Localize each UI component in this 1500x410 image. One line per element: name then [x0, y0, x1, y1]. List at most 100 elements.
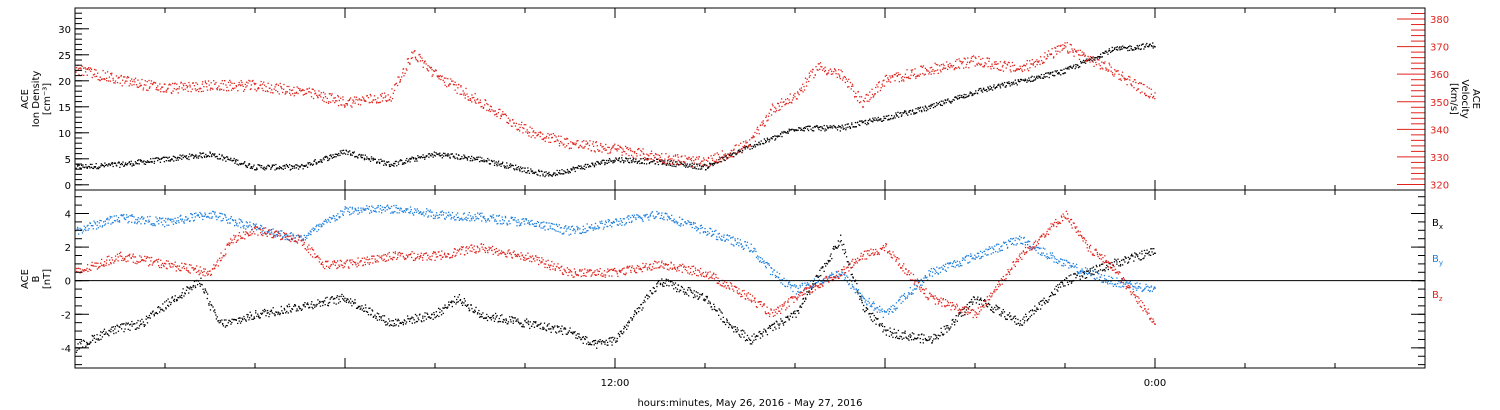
data-point	[792, 97, 794, 99]
data-point	[689, 287, 691, 289]
data-point	[1084, 277, 1086, 279]
data-point	[218, 153, 221, 156]
data-point	[502, 321, 504, 323]
data-point	[687, 286, 690, 289]
data-point	[168, 224, 170, 226]
data-point	[826, 263, 829, 265]
data-point	[245, 228, 247, 230]
data-point	[942, 68, 944, 70]
data-point	[834, 68, 836, 71]
data-point	[566, 137, 568, 140]
data-point	[809, 293, 811, 295]
data-point	[423, 62, 425, 64]
data-point	[142, 321, 145, 323]
data-point	[995, 61, 997, 63]
data-point	[673, 159, 675, 161]
data-point	[357, 99, 359, 101]
data-point	[666, 161, 669, 163]
data-point	[941, 333, 944, 335]
data-point	[671, 158, 673, 160]
data-point	[466, 93, 468, 95]
data-point	[957, 66, 960, 68]
data-point	[199, 285, 201, 287]
data-point	[733, 156, 735, 158]
data-point	[646, 153, 648, 155]
data-point	[621, 333, 624, 335]
data-point	[806, 128, 809, 130]
data-point	[427, 153, 430, 155]
data-point	[449, 157, 451, 159]
data-point	[581, 166, 583, 169]
data-point	[130, 78, 133, 80]
data-point	[577, 333, 579, 335]
data-point	[949, 327, 951, 330]
data-point	[714, 309, 717, 311]
data-point	[271, 165, 273, 168]
data-point	[409, 62, 411, 64]
data-point	[344, 105, 346, 107]
data-point	[199, 282, 201, 285]
data-point	[93, 166, 95, 168]
data-point	[1091, 57, 1093, 60]
data-point	[233, 318, 235, 321]
data-point	[940, 100, 942, 102]
data-point	[249, 167, 252, 169]
data-point	[841, 124, 843, 126]
data-point	[383, 319, 385, 322]
data-point	[383, 160, 385, 162]
data-point	[1095, 61, 1097, 64]
data-point	[925, 68, 928, 71]
data-point	[160, 88, 162, 90]
data-point	[1114, 73, 1116, 75]
data-point	[307, 91, 310, 93]
data-point	[82, 164, 84, 166]
data-point	[575, 334, 577, 336]
data-point	[1121, 75, 1124, 77]
data-point	[676, 290, 678, 293]
data-point	[742, 146, 744, 148]
data-point	[233, 82, 235, 85]
data-point	[804, 77, 807, 79]
data-point	[608, 146, 610, 149]
data-point	[847, 86, 849, 88]
data-point	[565, 138, 567, 140]
data-point	[374, 314, 376, 316]
data-point	[208, 84, 210, 86]
data-point	[92, 167, 95, 170]
data-point	[290, 94, 292, 96]
data-point	[1123, 77, 1125, 79]
data-point	[741, 329, 744, 331]
data-point	[721, 156, 723, 159]
data-point	[302, 88, 304, 91]
data-point	[165, 308, 167, 310]
data-point	[1038, 302, 1040, 304]
data-point	[444, 152, 446, 155]
data-point	[419, 157, 422, 159]
data-point	[612, 162, 614, 164]
data-point	[393, 322, 396, 325]
data-point	[1148, 87, 1150, 89]
data-point	[102, 330, 105, 332]
data-point	[492, 314, 495, 316]
data-point	[378, 101, 380, 104]
data-point	[642, 152, 645, 155]
data-point	[214, 156, 216, 158]
data-point	[295, 235, 298, 237]
data-point	[366, 311, 369, 313]
data-point	[209, 309, 212, 311]
data-point	[108, 76, 111, 78]
data-point	[187, 90, 189, 93]
data-point	[1061, 49, 1063, 51]
data-point	[297, 87, 300, 89]
data-point	[726, 319, 728, 322]
data-point	[323, 100, 325, 103]
data-point	[220, 220, 222, 222]
data-point	[1124, 261, 1126, 263]
data-point	[583, 338, 586, 340]
data-point	[785, 132, 787, 134]
data-point	[594, 339, 597, 342]
data-point	[775, 328, 777, 330]
data-point	[1047, 55, 1049, 58]
data-point	[597, 161, 599, 163]
data-point	[1011, 61, 1014, 64]
